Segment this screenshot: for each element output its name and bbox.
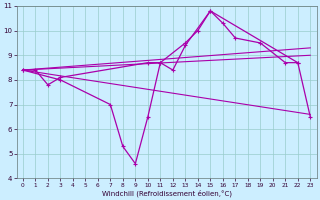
X-axis label: Windchill (Refroidissement éolien,°C): Windchill (Refroidissement éolien,°C) (101, 189, 232, 197)
